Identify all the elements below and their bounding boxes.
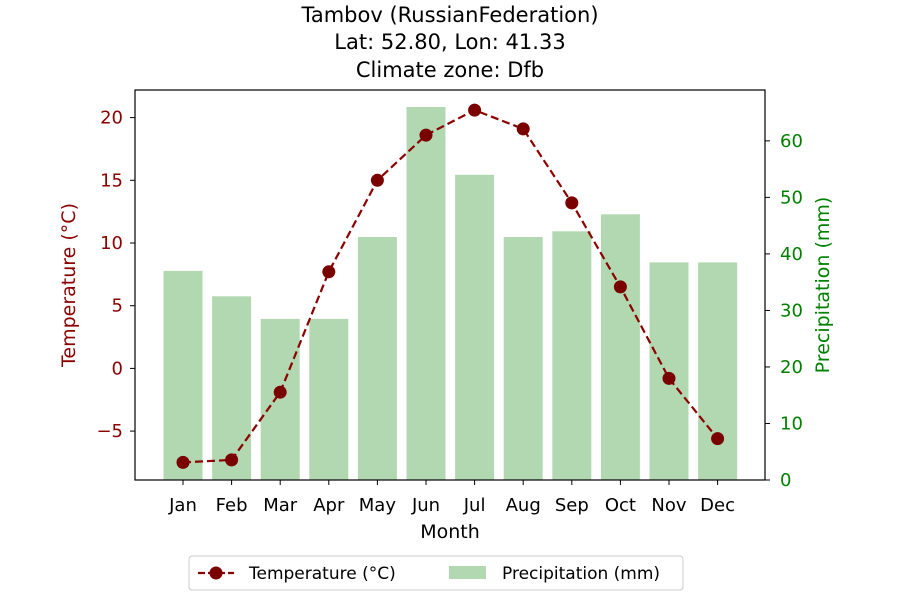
right-y-tick-label: 40 bbox=[780, 244, 803, 265]
left-y-tick-label: 20 bbox=[100, 108, 123, 129]
temperature-point-may bbox=[370, 173, 384, 187]
temperature-point-aug bbox=[516, 122, 530, 136]
x-tick-label: Nov bbox=[651, 495, 686, 516]
chart-title-line-1: Tambov (RussianFederation) bbox=[300, 3, 598, 27]
precipitation-bar-jul bbox=[455, 174, 495, 481]
temperature-point-oct bbox=[613, 280, 627, 294]
x-tick-label: Mar bbox=[263, 495, 298, 516]
legend-temperature-label: Temperature (°C) bbox=[248, 564, 396, 584]
x-tick-label: Sep bbox=[555, 495, 589, 516]
right-y-tick-label: 50 bbox=[780, 187, 803, 208]
x-tick-label: May bbox=[359, 495, 397, 516]
x-tick-label: Jan bbox=[168, 495, 197, 516]
temperature-point-jul bbox=[468, 103, 482, 117]
right-y-tick-label: 0 bbox=[780, 470, 791, 491]
temperature-point-feb bbox=[225, 453, 239, 467]
right-y-tick-label: 60 bbox=[780, 131, 803, 152]
x-tick-label: Apr bbox=[313, 495, 345, 516]
temperature-point-jun bbox=[419, 128, 433, 142]
x-tick-label: Oct bbox=[605, 495, 636, 516]
precipitation-bar-may bbox=[357, 237, 397, 480]
left-y-tick-label: 5 bbox=[112, 296, 123, 317]
x-axis-label: Month bbox=[420, 521, 480, 543]
precipitation-bar-apr bbox=[309, 318, 349, 480]
precipitation-bars bbox=[163, 107, 738, 481]
precipitation-bar-aug bbox=[503, 237, 543, 480]
precipitation-bar-jun bbox=[406, 107, 446, 480]
temperature-point-mar bbox=[273, 385, 287, 399]
x-axis: Jan Feb Mar Apr May Jun Jul Aug Sep Oct Nov Dec bbox=[168, 480, 735, 516]
right-y-axis-label: Precipitation (mm) bbox=[812, 197, 834, 374]
temperature-point-jan bbox=[176, 455, 190, 469]
right-y-axis: 0 10 20 30 40 50 60 bbox=[765, 131, 803, 491]
legend: Temperature (°C) Precipitation (mm) bbox=[188, 555, 684, 591]
x-tick-label: Jun bbox=[411, 495, 440, 516]
right-y-tick-label: 10 bbox=[780, 413, 803, 434]
legend-box bbox=[188, 555, 684, 591]
temperature-point-dec bbox=[711, 432, 725, 446]
temperature-point-nov bbox=[662, 371, 676, 385]
chart-title-line-2: Lat: 52.80, Lon: 41.33 bbox=[334, 30, 565, 54]
plot-frame bbox=[134, 89, 766, 481]
x-tick-label: Aug bbox=[506, 495, 541, 516]
precipitation-bar-dec bbox=[698, 262, 738, 480]
precipitation-bar-oct bbox=[600, 214, 640, 481]
x-tick-label: Feb bbox=[216, 495, 248, 516]
temperature-line bbox=[176, 103, 725, 469]
chart-title-line-3: Climate zone: Dfb bbox=[356, 58, 544, 82]
left-y-tick-label: 10 bbox=[100, 233, 123, 254]
left-y-tick-label: 15 bbox=[100, 170, 123, 191]
legend-precipitation-swatch bbox=[449, 566, 486, 579]
temperature-series-line bbox=[182, 108, 719, 464]
precipitation-bar-mar bbox=[260, 318, 300, 480]
precipitation-bar-nov bbox=[649, 262, 689, 480]
left-y-tick-label: 0 bbox=[112, 358, 123, 379]
legend-precipitation-label: Precipitation (mm) bbox=[502, 564, 660, 584]
x-tick-label: Jul bbox=[463, 495, 486, 516]
precipitation-bar-sep bbox=[552, 231, 592, 480]
precipitation-bar-jan bbox=[163, 270, 203, 480]
right-y-tick-label: 20 bbox=[780, 357, 803, 378]
temperature-point-sep bbox=[565, 196, 579, 210]
right-y-tick-label: 30 bbox=[780, 300, 803, 321]
left-y-tick-label: −5 bbox=[96, 421, 123, 442]
legend-temperature-swatch-marker bbox=[209, 566, 223, 580]
left-y-axis: −5 0 5 10 15 20 bbox=[96, 108, 135, 442]
left-y-axis-label: Temperature (°C) bbox=[58, 203, 80, 368]
temperature-point-apr bbox=[322, 265, 336, 279]
precipitation-bar-feb bbox=[212, 296, 252, 480]
x-tick-label: Dec bbox=[700, 495, 735, 516]
